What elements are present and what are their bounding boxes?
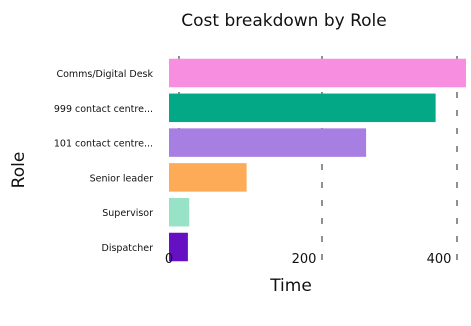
y-tick-label-1: 999 contact centre...: [54, 104, 153, 115]
y-tick-label-4: Supervisor: [102, 208, 153, 219]
x-axis-label: Time: [269, 276, 312, 296]
y-tick-label-2: 101 contact centre...: [54, 139, 153, 150]
bar-3: [169, 163, 247, 192]
x-tick-label-400: 400: [427, 252, 452, 267]
y-axis-label: Role: [9, 152, 29, 189]
y-tick-label-0: Comms/Digital Desk: [56, 69, 153, 80]
chart-title: Cost breakdown by Role: [181, 11, 387, 31]
bar-5: [169, 232, 188, 262]
bar-1: [169, 93, 436, 123]
x-tick-labels: 0 200 400: [165, 252, 452, 267]
bar-0: [169, 58, 466, 88]
y-tick-labels: Comms/Digital Desk 999 contact centre... 1…: [54, 69, 154, 254]
y-tick-label-3: Senior leader: [90, 173, 153, 184]
bar-4: [169, 197, 190, 227]
x-tick-label-200: 200: [292, 252, 317, 267]
bars: [169, 58, 466, 262]
bar-2: [169, 128, 367, 157]
x-tick-label-0: 0: [165, 252, 173, 267]
y-tick-label-5: Dispatcher: [102, 243, 154, 254]
